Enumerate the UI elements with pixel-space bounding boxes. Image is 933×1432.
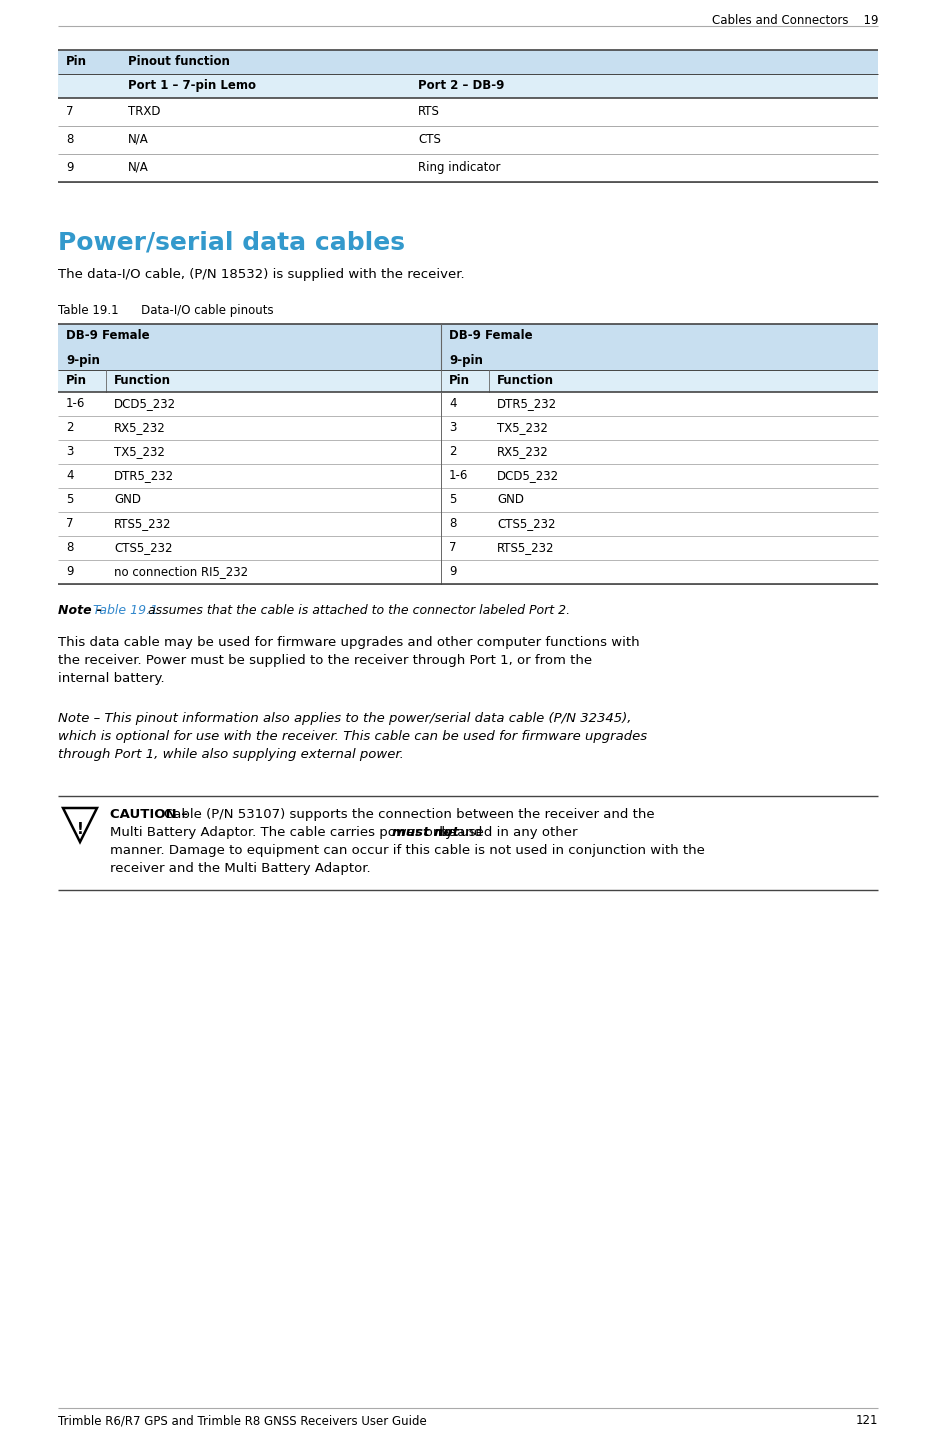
Text: 2: 2: [66, 421, 74, 434]
Text: Pin: Pin: [66, 54, 87, 67]
Text: 4: 4: [66, 470, 74, 483]
Text: N/A: N/A: [128, 160, 148, 175]
Text: 3: 3: [449, 421, 456, 434]
Text: the receiver. Power must be supplied to the receiver through Port 1, or from the: the receiver. Power must be supplied to …: [58, 654, 592, 667]
Text: CAUTION –: CAUTION –: [110, 808, 192, 821]
Text: 4: 4: [449, 397, 456, 410]
Text: The data-I/O cable, (P/N 18532) is supplied with the receiver.: The data-I/O cable, (P/N 18532) is suppl…: [58, 268, 465, 281]
Bar: [58, 369, 878, 392]
Text: Pin: Pin: [449, 374, 470, 387]
Text: 3: 3: [66, 445, 74, 458]
Text: DCD5_232: DCD5_232: [114, 397, 176, 410]
Text: GND: GND: [114, 493, 141, 505]
Text: 2: 2: [449, 445, 456, 458]
Text: Pin: Pin: [66, 374, 87, 387]
Text: Power/serial data cables: Power/serial data cables: [58, 231, 405, 253]
Bar: [58, 74, 878, 97]
Text: 9-pin: 9-pin: [66, 354, 100, 367]
Text: 9: 9: [449, 566, 456, 579]
Text: RTS: RTS: [418, 105, 439, 117]
Text: 8: 8: [449, 517, 456, 530]
Text: internal battery.: internal battery.: [58, 672, 164, 684]
Text: assumes that the cable is attached to the connector labeled Port 2.: assumes that the cable is attached to th…: [144, 604, 570, 617]
Text: 1-6: 1-6: [66, 397, 86, 410]
Text: RX5_232: RX5_232: [497, 445, 549, 458]
Text: DCD5_232: DCD5_232: [497, 470, 559, 483]
Text: DB-9 Female: DB-9 Female: [449, 329, 533, 342]
Text: which is optional for use with the receiver. This cable can be used for firmware: which is optional for use with the recei…: [58, 730, 648, 743]
Text: 7: 7: [449, 541, 456, 554]
Text: Port 1 – 7-pin Lemo: Port 1 – 7-pin Lemo: [128, 79, 256, 92]
Text: Cables and Connectors    19: Cables and Connectors 19: [712, 14, 878, 27]
Text: Port 2 – DB-9: Port 2 – DB-9: [418, 79, 505, 92]
Text: N/A: N/A: [128, 133, 148, 146]
Text: DTR5_232: DTR5_232: [497, 397, 557, 410]
Text: 8: 8: [66, 133, 74, 146]
Text: 9: 9: [66, 566, 74, 579]
Bar: [58, 324, 878, 369]
Text: RTS5_232: RTS5_232: [114, 517, 172, 530]
Text: 1-6: 1-6: [449, 470, 468, 483]
Text: CTS5_232: CTS5_232: [114, 541, 173, 554]
Text: DTR5_232: DTR5_232: [114, 470, 174, 483]
Text: DB-9 Female: DB-9 Female: [66, 329, 149, 342]
Text: !: !: [77, 822, 83, 836]
Text: Function: Function: [114, 374, 171, 387]
Text: manner. Damage to equipment can occur if this cable is not used in conjunction w: manner. Damage to equipment can occur if…: [110, 843, 704, 856]
Text: receiver and the Multi Battery Adaptor.: receiver and the Multi Battery Adaptor.: [110, 862, 370, 875]
Text: be used in any other: be used in any other: [436, 826, 578, 839]
Text: TRXD: TRXD: [128, 105, 160, 117]
Text: CTS5_232: CTS5_232: [497, 517, 555, 530]
Text: must not: must not: [392, 826, 458, 839]
Text: no connection RI5_232: no connection RI5_232: [114, 566, 248, 579]
Text: Table 19.1      Data-I/O cable pinouts: Table 19.1 Data-I/O cable pinouts: [58, 304, 273, 316]
Text: Multi Battery Adaptor. The cable carries power only and: Multi Battery Adaptor. The cable carries…: [110, 826, 487, 839]
Text: through Port 1, while also supplying external power.: through Port 1, while also supplying ext…: [58, 748, 404, 760]
Text: 9-pin: 9-pin: [449, 354, 483, 367]
Bar: [58, 50, 878, 74]
Text: GND: GND: [497, 493, 524, 505]
Text: Ring indicator: Ring indicator: [418, 160, 500, 175]
Text: CTS: CTS: [418, 133, 441, 146]
Text: Cable (P/N 53107) supports the connection between the receiver and the: Cable (P/N 53107) supports the connectio…: [163, 808, 654, 821]
Text: This data cable may be used for firmware upgrades and other computer functions w: This data cable may be used for firmware…: [58, 636, 640, 649]
Text: Function: Function: [497, 374, 554, 387]
Text: Trimble R6/R7 GPS and Trimble R8 GNSS Receivers User Guide: Trimble R6/R7 GPS and Trimble R8 GNSS Re…: [58, 1413, 426, 1428]
Text: Pinout function: Pinout function: [128, 54, 230, 67]
Text: Note – This pinout information also applies to the power/serial data cable (P/N : Note – This pinout information also appl…: [58, 712, 632, 725]
Text: 7: 7: [66, 105, 74, 117]
Text: 7: 7: [66, 517, 74, 530]
Text: 5: 5: [449, 493, 456, 505]
Text: TX5_232: TX5_232: [497, 421, 548, 434]
Text: Note –: Note –: [58, 604, 106, 617]
Text: 5: 5: [66, 493, 74, 505]
Text: 121: 121: [856, 1413, 878, 1428]
Text: Table 19.1: Table 19.1: [93, 604, 159, 617]
Text: 8: 8: [66, 541, 74, 554]
Text: TX5_232: TX5_232: [114, 445, 165, 458]
Text: RX5_232: RX5_232: [114, 421, 166, 434]
Text: RTS5_232: RTS5_232: [497, 541, 554, 554]
Text: 9: 9: [66, 160, 74, 175]
